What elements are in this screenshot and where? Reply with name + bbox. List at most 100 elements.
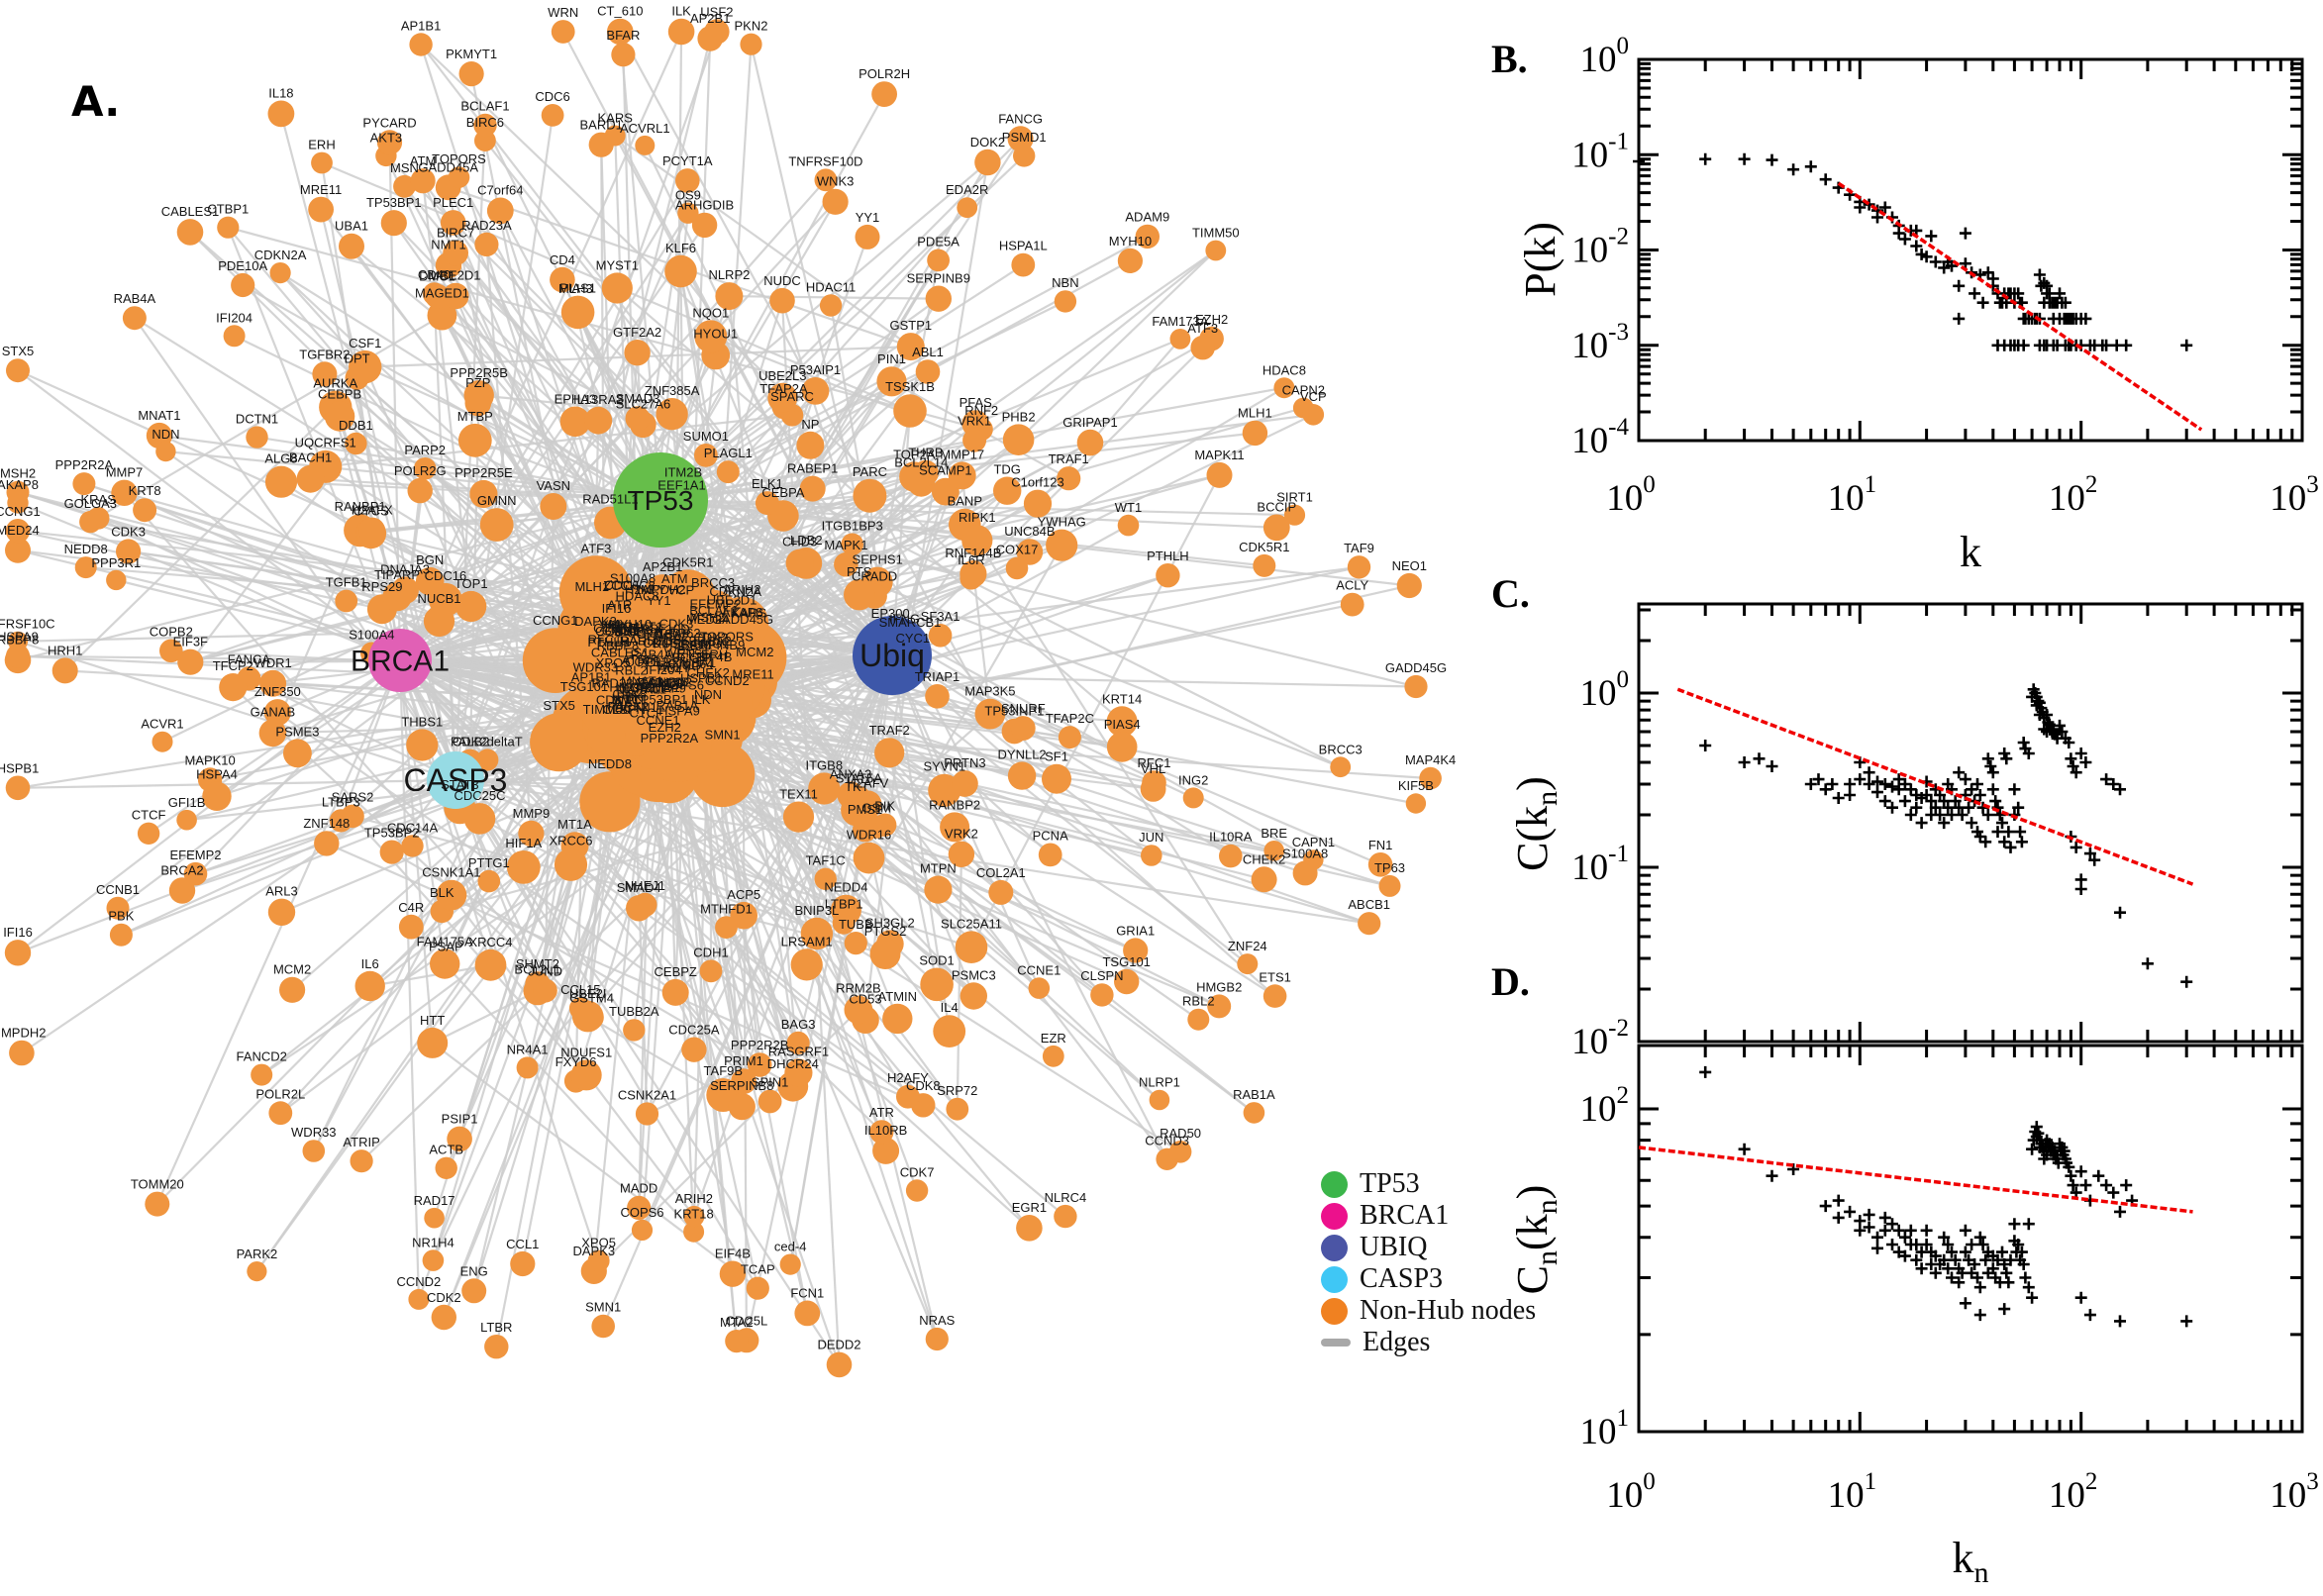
network-node <box>258 719 287 748</box>
network-node-label: BCCIP <box>1257 500 1296 515</box>
network-node <box>1007 761 1037 790</box>
network-node-label: PRTN3 <box>944 755 985 770</box>
network-node-label: XRCC6 <box>549 834 592 848</box>
network-node-label: BAG3 <box>781 1017 816 1032</box>
network-edge <box>17 778 456 789</box>
network-node-label: PIN1 <box>877 351 906 366</box>
network-node-label: ATM <box>661 571 687 586</box>
network-node-label: MRE11 <box>732 667 773 682</box>
network-edge <box>436 295 661 501</box>
tick-label: 101 <box>1828 471 1877 519</box>
network-node-label: LTBP1 <box>825 897 863 912</box>
network-node-label: TGFB1 <box>326 575 367 590</box>
network-node-label: AKAP8 <box>722 605 763 620</box>
network-node-label: PALB2 <box>451 735 490 749</box>
legend-label: CASP3 <box>1360 1263 1444 1294</box>
network-node-label: BIRC6 <box>466 115 504 130</box>
network-node-label: TNFRSF10D <box>788 153 862 168</box>
network-node <box>436 879 467 911</box>
network-node-label: MTA2 <box>720 1315 754 1330</box>
network-node-label: PYCARD <box>362 115 416 130</box>
network-node-label: GRIA1 <box>1116 923 1155 938</box>
network-node-label: BCL2L14 <box>894 454 948 469</box>
tick-label: 101 <box>1828 1468 1877 1516</box>
network-node <box>601 272 633 304</box>
network-edge <box>181 659 401 892</box>
network-node-label: IFNG <box>889 612 920 627</box>
network-edge <box>692 654 894 1217</box>
network-node-label: CT_610 <box>597 4 643 19</box>
network-node-label: TSG101 <box>560 679 608 694</box>
network-node <box>974 698 1006 730</box>
network-node-label: IMPDH2 <box>637 582 685 597</box>
network-node <box>484 1335 509 1359</box>
network-node <box>699 959 723 983</box>
network-node-label: WRN <box>664 646 695 660</box>
network-node-label: TP63 <box>1374 860 1405 875</box>
network-node <box>755 491 779 516</box>
network-node <box>349 349 382 384</box>
network-node-label: TP53BP2 <box>364 826 420 841</box>
network-node-label: CDKN2A <box>254 248 307 262</box>
fit-line <box>1837 181 2203 432</box>
network-node <box>1023 489 1053 518</box>
network-edge <box>659 235 1149 501</box>
network-node <box>86 507 110 530</box>
network-node-label: CSNK2A1 <box>618 1088 676 1103</box>
network-node-label: VASN <box>537 478 570 493</box>
network-node-label: PTGS2 <box>864 924 907 939</box>
network-node-label: RBL2 <box>1182 994 1215 1009</box>
network-node <box>1396 572 1422 599</box>
network-edge <box>484 140 893 656</box>
plot-frame <box>1637 57 2304 443</box>
hub-node-ubiq <box>853 616 932 695</box>
network-node-label: ATMIN <box>878 989 917 1004</box>
tick-label: 10-4 <box>1571 414 1629 461</box>
network-node-label: TOP1 <box>454 576 488 591</box>
network-node-label: HIF1A <box>505 836 542 850</box>
network-node-label: PPP2R2A <box>55 457 114 472</box>
network-node-label: PSME3 <box>275 724 319 739</box>
panel-label-a: A. <box>71 77 121 126</box>
network-node-label: ATF3 <box>1187 321 1218 336</box>
network-node <box>905 1179 929 1202</box>
network-node-label: ATF3 <box>580 541 611 555</box>
network-edge <box>443 747 678 1318</box>
network-node-label: KARS <box>732 605 767 620</box>
network-node-label: ITM2B <box>664 465 702 480</box>
network-edge <box>399 658 1264 881</box>
network-node <box>587 717 626 754</box>
network-node-label: MAPK11 <box>1194 448 1244 462</box>
network-edge <box>195 741 559 875</box>
network-node <box>1141 845 1162 866</box>
network-node-label: CDK3 <box>111 524 146 539</box>
network-node <box>133 498 157 523</box>
network-edge <box>742 622 1155 784</box>
network-node <box>896 333 925 361</box>
network-node <box>952 770 978 797</box>
network-node-label: RASGRF1 <box>768 1044 829 1058</box>
network-node-label: NEDD8 <box>64 542 108 556</box>
network-node <box>694 320 728 353</box>
panel-d: 100 101 102 103 102 101 kn Cn(kn) <box>1508 1044 2319 1589</box>
network-node-label: TFCP2 <box>213 658 253 673</box>
network-node-label: SERPINB9 <box>681 638 745 652</box>
y-axis-label: Cn(kn) <box>1508 1185 1564 1295</box>
network-edge <box>485 244 893 656</box>
network-node <box>410 168 436 194</box>
network-edge <box>17 627 592 643</box>
network-node-label: RNF2 <box>964 403 998 418</box>
network-node-label: EEF1A1 <box>657 477 705 492</box>
network-node-label: MLH3 <box>558 281 593 296</box>
network-node-label: TFAP2A <box>759 381 808 396</box>
network-node-label: GADD45G <box>712 612 773 627</box>
network-node-label: GFI1B <box>168 795 206 810</box>
network-node <box>790 948 823 981</box>
network-node <box>588 132 614 157</box>
network-node <box>715 916 738 939</box>
network-node <box>1016 1215 1043 1242</box>
network-node <box>407 477 433 504</box>
network-node-label: UBE2D1 <box>707 593 758 608</box>
tick-label: 10-3 <box>1571 319 1629 366</box>
tick-label: 100 <box>1606 471 1656 519</box>
